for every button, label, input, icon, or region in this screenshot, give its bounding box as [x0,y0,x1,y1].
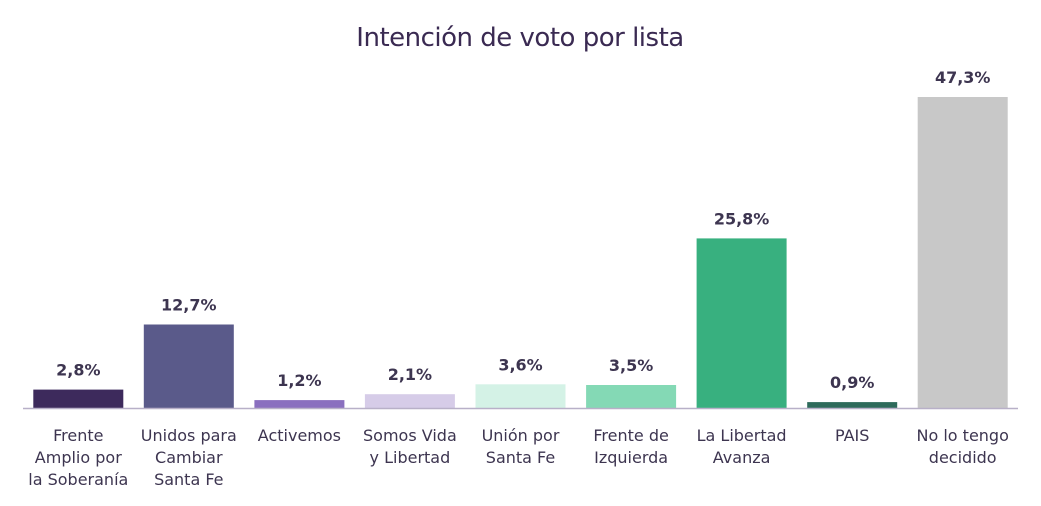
value-label-2: 1,2% [277,371,321,390]
category-label-0: Frente Amplio por la Soberanía [28,426,128,489]
category-label-4: Unión por Santa Fe [482,426,560,467]
category-label-line: y Libertad [370,448,451,467]
value-label-6: 25,8% [714,209,770,228]
category-label-line: decidido [929,448,997,467]
value-label-8: 47,3% [935,68,991,87]
category-label-2: Activemos [258,426,341,445]
bar-5 [586,385,677,408]
bar-8 [917,97,1008,408]
chart-title: Intención de voto por lista [356,23,683,53]
category-label-line: la Soberanía [28,470,128,489]
value-label-1: 12,7% [161,296,217,315]
bars-group [33,97,1008,408]
category-label-1: Unidos para Cambiar Santa Fe [141,426,237,489]
category-label-line: Cambiar [155,448,223,467]
category-label-line: Unidos para [141,426,237,445]
category-label-6: La Libertad Avanza [697,426,787,467]
category-label-line: No lo tengo [917,426,1009,445]
bar-2 [254,400,345,408]
category-label-line: Avanza [713,448,771,467]
value-label-4: 3,6% [498,355,542,374]
bar-1 [143,324,234,408]
bar-3 [364,394,455,408]
category-label-line: Activemos [258,426,341,445]
category-label-line: Frente de [593,426,668,445]
bar-6 [696,238,787,408]
category-label-line: Izquierda [594,448,668,467]
category-label-line: Somos Vida [363,426,457,445]
value-label-0: 2,8% [56,361,100,380]
value-labels-group: 2,8% 12,7% 1,2% 2,1% 3,6% 3,5% 25,8% 0,9% 47,3% [56,68,990,392]
value-label-3: 2,1% [388,365,432,384]
bar-4 [475,384,566,408]
category-label-line: Amplio por [35,448,122,467]
category-label-line: PAIS [835,426,869,445]
category-label-line: Santa Fe [154,470,223,489]
value-label-5: 3,5% [609,356,653,375]
category-label-5: Frente de Izquierda [593,426,668,467]
category-label-7: PAIS [835,426,869,445]
category-label-line: Frente [53,426,103,445]
category-label-line: Santa Fe [486,448,555,467]
category-label-line: La Libertad [697,426,787,445]
value-label-7: 0,9% [830,373,874,392]
category-label-8: No lo tengo decidido [917,426,1009,467]
category-label-line: Unión por [482,426,560,445]
bar-0 [33,389,124,408]
category-label-3: Somos Vida y Libertad [363,426,457,467]
bar-7 [807,402,898,408]
category-labels-group: Frente Amplio por la Soberanía Unidos para C… [28,426,1009,489]
